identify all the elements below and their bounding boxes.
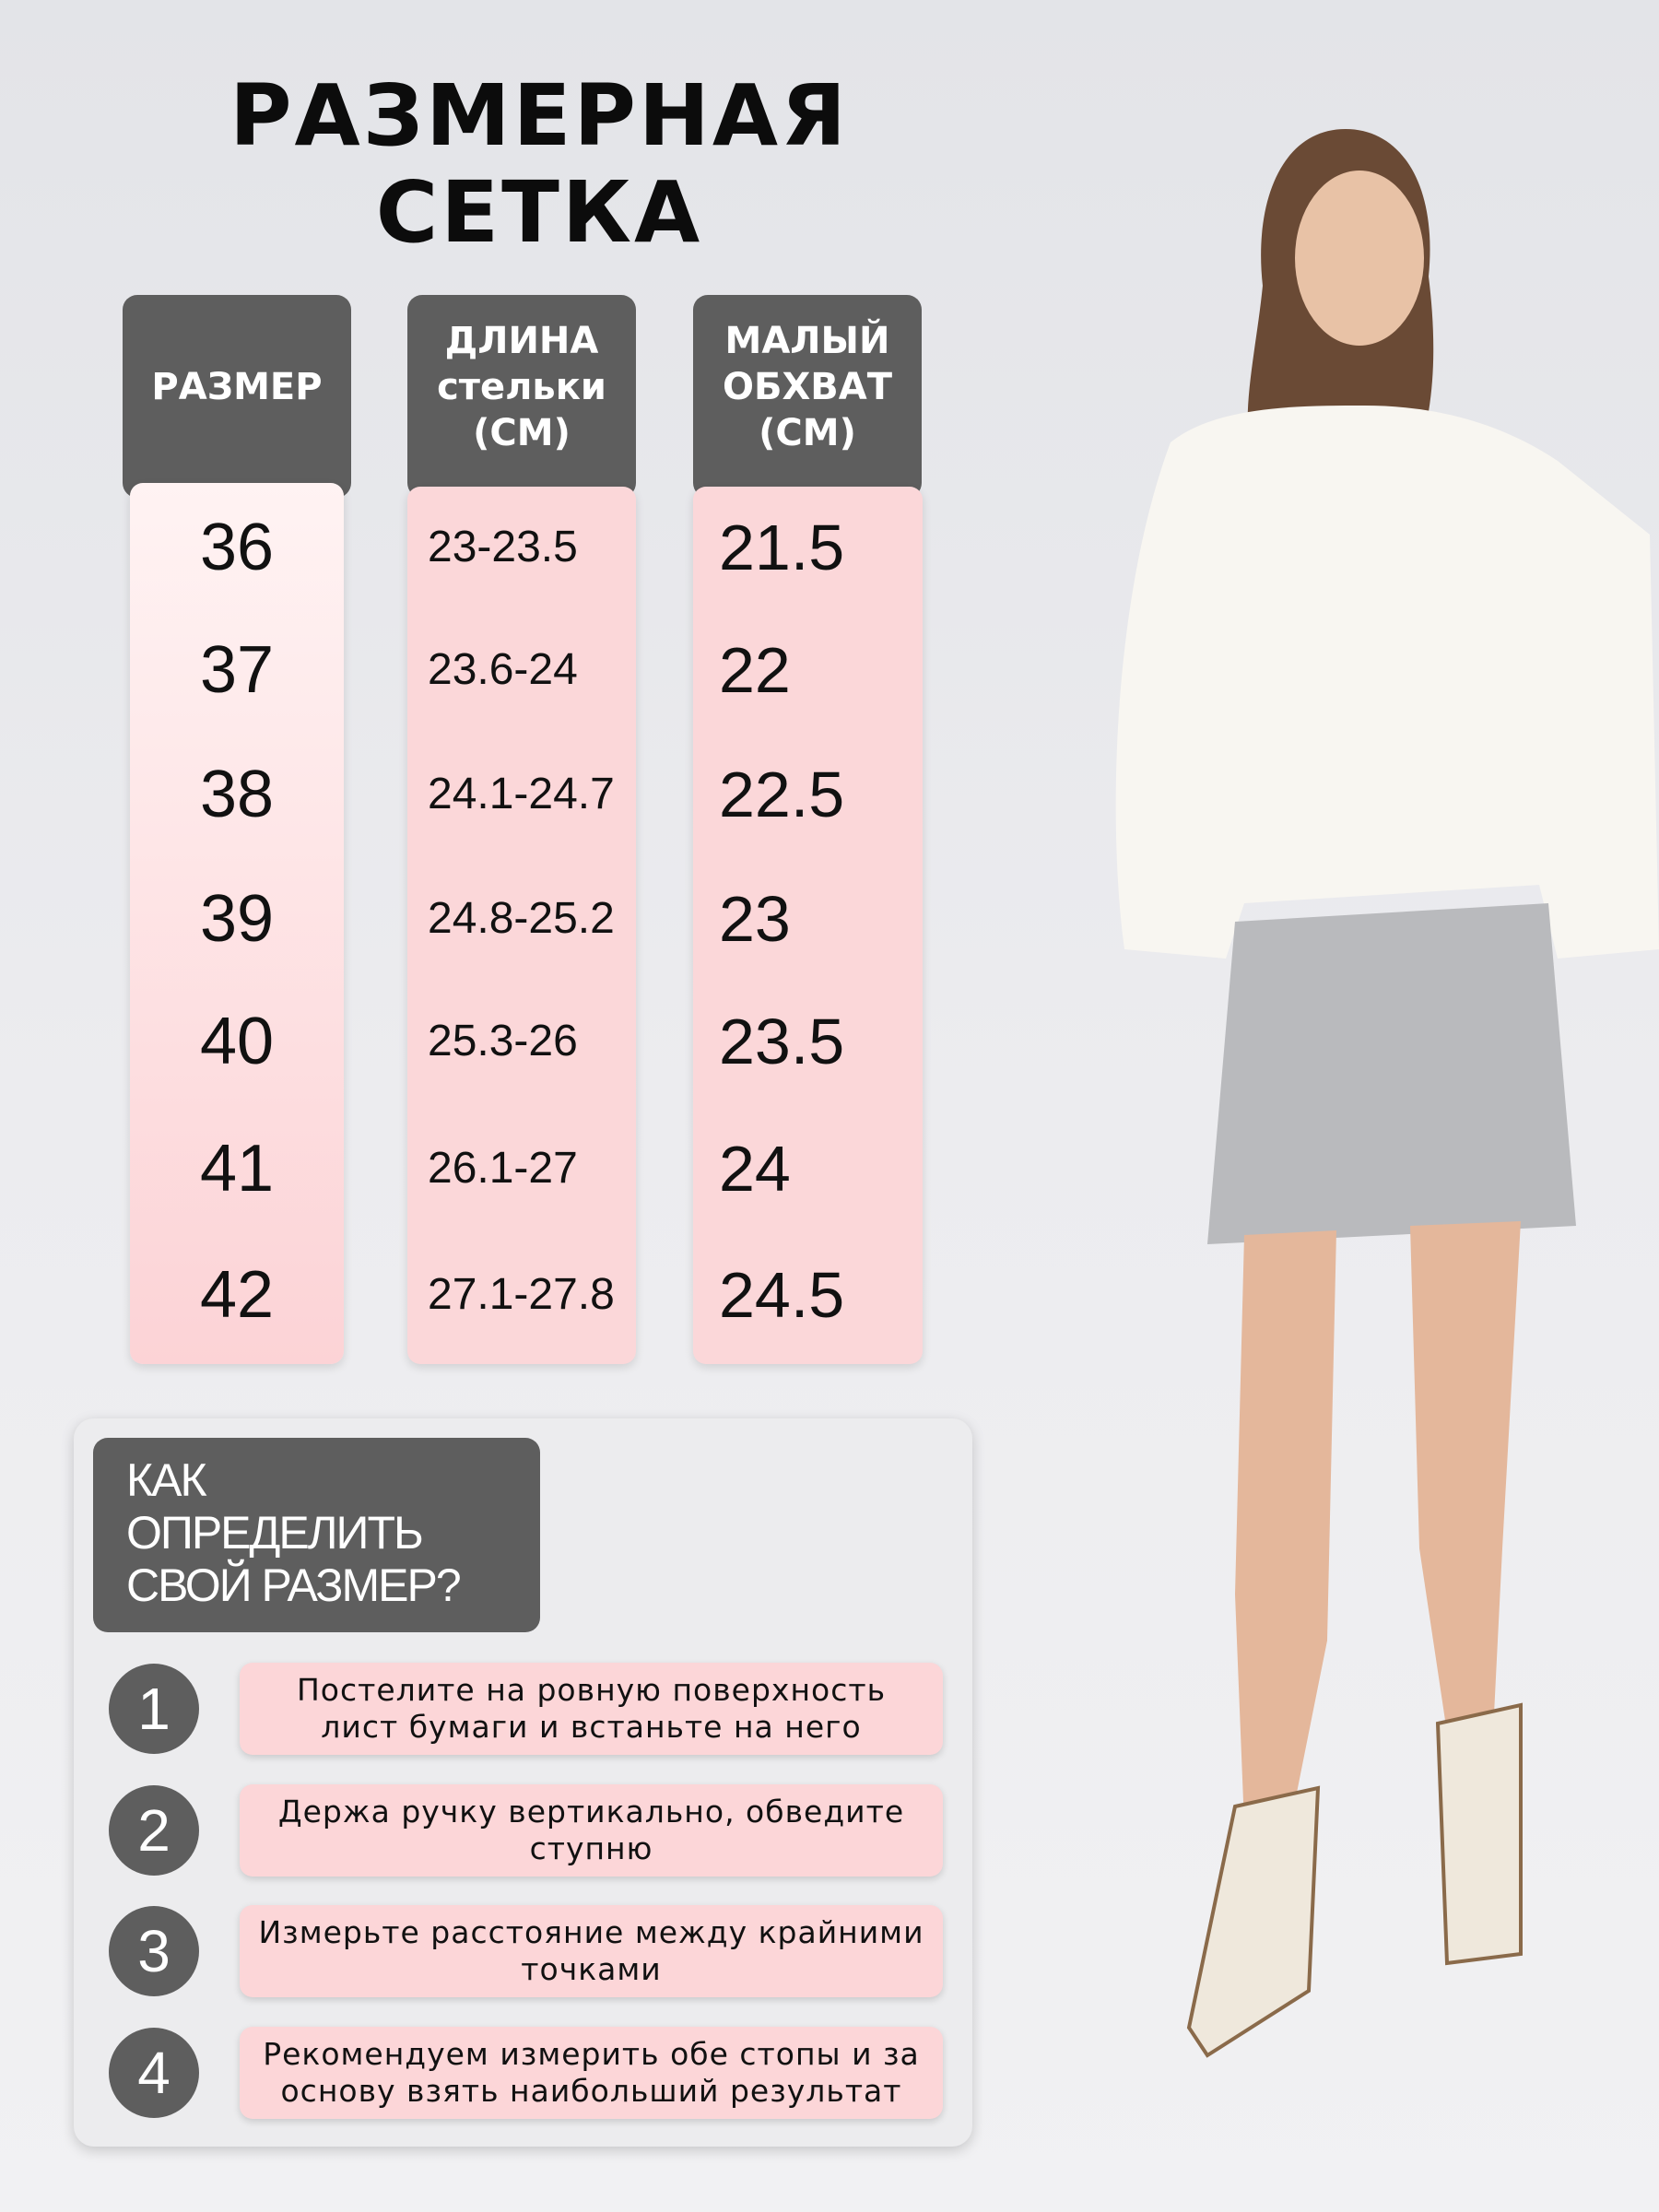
- cell-girth: 24: [719, 1133, 791, 1205]
- step-text: Измерьте расстояние между крайними точка…: [240, 1905, 943, 1997]
- step-text: Рекомендуем измерить обе стопы и за осно…: [240, 2027, 943, 2119]
- cell-size: 36: [199, 511, 275, 584]
- how-to-measure-panel: КАК ОПРЕДЕЛИТЬ СВОЙ РАЗМЕР? 1 Постелите н…: [74, 1418, 972, 2147]
- header-text: ОБХВАТ: [722, 366, 893, 408]
- how-to-title-line: ОПРЕДЕЛИТЬ: [126, 1507, 424, 1559]
- header-text: МАЛЫЙ: [724, 320, 890, 362]
- step-number-circle: 3: [109, 1906, 199, 1996]
- step-text: Держа ручку вертикально, обведите ступню: [240, 1784, 943, 1877]
- header-text: (СМ): [473, 412, 571, 454]
- cell-size: 40: [199, 1005, 275, 1078]
- how-to-title: КАК ОПРЕДЕЛИТЬ СВОЙ РАЗМЕР?: [93, 1438, 540, 1632]
- step-text: Постелите на ровную поверхность лист бум…: [240, 1663, 943, 1755]
- header-insole-length: ДЛИНА стельки (СМ): [407, 295, 636, 498]
- cell-size: 39: [199, 882, 275, 956]
- cell-insole: 23-23.5: [428, 523, 578, 571]
- cell-size: 41: [199, 1132, 275, 1206]
- model-photo: [1115, 129, 1659, 2058]
- cell-size: 37: [199, 633, 275, 707]
- insole-column: 23-23.5 23.6-24 24.1-24.7 24.8-25.2 25.3-26 2…: [407, 487, 636, 1364]
- cell-insole: 23.6-24: [428, 645, 578, 694]
- girth-column: 21.5 22 22.5 23 23.5 24 24.5: [693, 487, 923, 1364]
- cell-insole: 24.8-25.2: [428, 894, 615, 943]
- header-size-text: РАЗМЕР: [151, 366, 323, 408]
- model-illustration: [1115, 129, 1659, 2058]
- cell-girth: 23: [719, 883, 791, 955]
- step-number-circle: 1: [109, 1664, 199, 1754]
- how-to-title-line: КАК: [126, 1454, 207, 1506]
- cell-insole: 25.3-26: [428, 1017, 578, 1065]
- cell-insole: 26.1-27: [428, 1144, 578, 1193]
- title-line-2: СЕТКА: [375, 163, 703, 262]
- cell-girth: 22: [719, 634, 791, 706]
- header-text: (СМ): [759, 412, 856, 454]
- cell-girth: 22.5: [719, 759, 845, 830]
- cell-insole: 27.1-27.8: [428, 1270, 615, 1319]
- title-line-1: РАЗМЕРНАЯ: [229, 66, 849, 165]
- header-text: ДЛИНА: [444, 320, 599, 362]
- cell-girth: 23.5: [719, 1006, 845, 1077]
- cell-insole: 24.1-24.7: [428, 770, 615, 818]
- step-number-circle: 4: [109, 2028, 199, 2118]
- header-girth: МАЛЫЙ ОБХВАТ (СМ): [693, 295, 922, 498]
- how-to-title-line: СВОЙ РАЗМЕР?: [126, 1559, 462, 1611]
- header-text: стельки: [437, 366, 606, 408]
- cell-girth: 24.5: [719, 1259, 845, 1331]
- size-column: 36 37 38 39 40 41 42: [130, 483, 344, 1364]
- cell-size: 42: [199, 1258, 275, 1332]
- header-size: РАЗМЕР: [123, 295, 351, 498]
- cell-size: 38: [199, 758, 275, 831]
- step-number-circle: 2: [109, 1785, 199, 1876]
- cell-girth: 21.5: [719, 512, 845, 583]
